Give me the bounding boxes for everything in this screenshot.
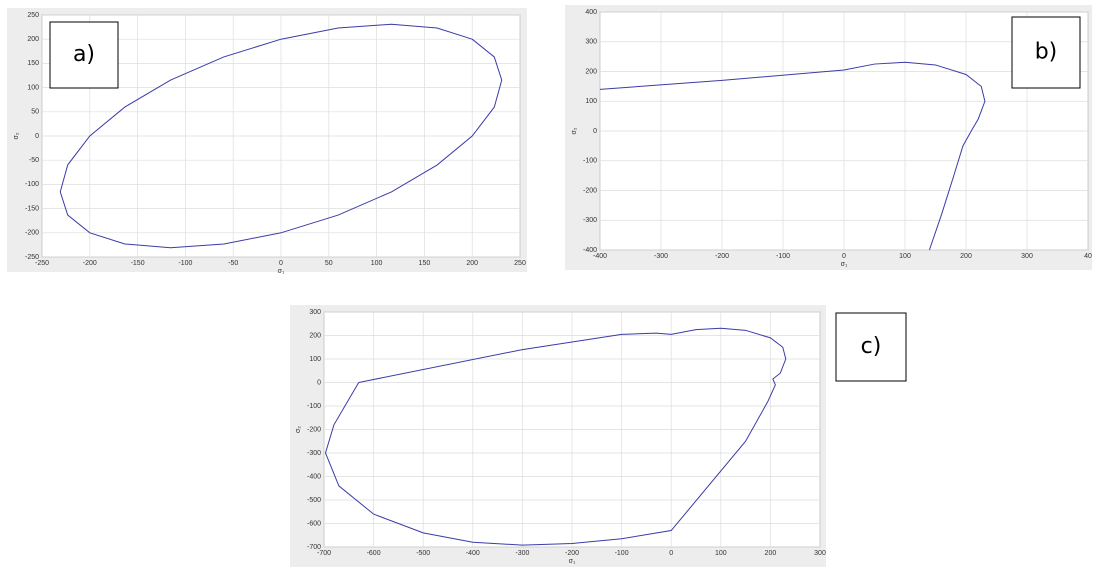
x-tick-label: 0 xyxy=(279,260,283,267)
x-axis-label: σ₁ xyxy=(841,261,848,268)
x-tick-label: -500 xyxy=(416,550,430,557)
x-tick-label: 200 xyxy=(466,260,478,267)
annotation-box xyxy=(835,312,907,382)
annotation: b) xyxy=(1035,40,1058,65)
y-tick-label: -200 xyxy=(25,230,39,237)
x-tick-label: 250 xyxy=(514,260,526,267)
y-tick-label: 250 xyxy=(27,12,39,19)
annotation-box xyxy=(49,21,119,89)
annotation: a) xyxy=(73,42,95,67)
x-tick-label: -100 xyxy=(776,253,790,260)
y-tick-label: 300 xyxy=(585,39,597,46)
x-tick-label: -600 xyxy=(367,550,381,557)
x-tick-label: -200 xyxy=(565,550,579,557)
y-tick-label: -400 xyxy=(583,247,597,254)
x-tick-label: 40 xyxy=(1084,253,1092,260)
x-tick-label: -150 xyxy=(131,260,145,267)
x-tick-label: -100 xyxy=(615,550,629,557)
x-tick-label: -300 xyxy=(515,550,529,557)
line-series xyxy=(59,23,503,249)
y-axis-label: σ₂ xyxy=(13,132,20,139)
x-axis-label: σ₁ xyxy=(278,268,285,275)
y-axis-label: σ₂ xyxy=(295,426,302,433)
x-tick-label: 300 xyxy=(1021,253,1033,260)
y-tick-label: -300 xyxy=(583,217,597,224)
y-axis-label: σ₂ xyxy=(571,127,578,134)
y-tick-label: -150 xyxy=(25,205,39,212)
y-tick-label: -700 xyxy=(307,544,321,551)
x-tick-label: -100 xyxy=(178,260,192,267)
x-tick-label: -400 xyxy=(593,253,607,260)
x-tick-label: 50 xyxy=(325,260,333,267)
x-tick-label: 100 xyxy=(371,260,383,267)
x-tick-label: -700 xyxy=(317,550,331,557)
y-tick-label: -100 xyxy=(307,403,321,410)
y-tick-label: 200 xyxy=(585,68,597,75)
y-tick-label: 300 xyxy=(309,309,321,316)
x-axis-label: σ₁ xyxy=(569,558,576,565)
x-tick-label: 200 xyxy=(960,253,972,260)
x-tick-label: 150 xyxy=(419,260,431,267)
x-tick-label: 200 xyxy=(765,550,777,557)
x-tick-label: 300 xyxy=(814,550,826,557)
x-tick-label: 0 xyxy=(669,550,673,557)
x-tick-label: -200 xyxy=(83,260,97,267)
y-tick-label: -50 xyxy=(29,157,39,164)
y-tick-label: 0 xyxy=(35,133,39,140)
y-tick-label: 50 xyxy=(31,109,39,116)
y-tick-label: -200 xyxy=(307,426,321,433)
y-tick-label: 0 xyxy=(593,128,597,135)
y-tick-label: 100 xyxy=(585,98,597,105)
x-tick-label: -400 xyxy=(466,550,480,557)
line-series xyxy=(324,327,787,546)
annotation-box xyxy=(1011,16,1081,89)
x-tick-label: 0 xyxy=(842,253,846,260)
y-tick-label: 0 xyxy=(317,379,321,386)
y-tick-label: -100 xyxy=(583,158,597,165)
x-tick-label: -300 xyxy=(654,253,668,260)
x-tick-label: 100 xyxy=(899,253,911,260)
y-tick-label: 150 xyxy=(27,60,39,67)
y-tick-label: -400 xyxy=(307,473,321,480)
x-tick-label: -50 xyxy=(228,260,238,267)
y-tick-label: -600 xyxy=(307,520,321,527)
y-tick-label: 400 xyxy=(585,9,597,16)
y-tick-label: 100 xyxy=(309,356,321,363)
y-tick-label: -300 xyxy=(307,450,321,457)
x-tick-label: -200 xyxy=(715,253,729,260)
line-series xyxy=(599,61,986,251)
annotation: c) xyxy=(861,334,882,359)
y-tick-label: 200 xyxy=(27,36,39,43)
y-tick-label: 100 xyxy=(27,84,39,91)
y-tick-label: -100 xyxy=(25,181,39,188)
y-tick-label: 200 xyxy=(309,332,321,339)
x-tick-label: 100 xyxy=(715,550,727,557)
y-tick-label: -200 xyxy=(583,187,597,194)
x-tick-label: -250 xyxy=(35,260,49,267)
y-tick-label: -500 xyxy=(307,497,321,504)
y-tick-label: -250 xyxy=(25,254,39,261)
